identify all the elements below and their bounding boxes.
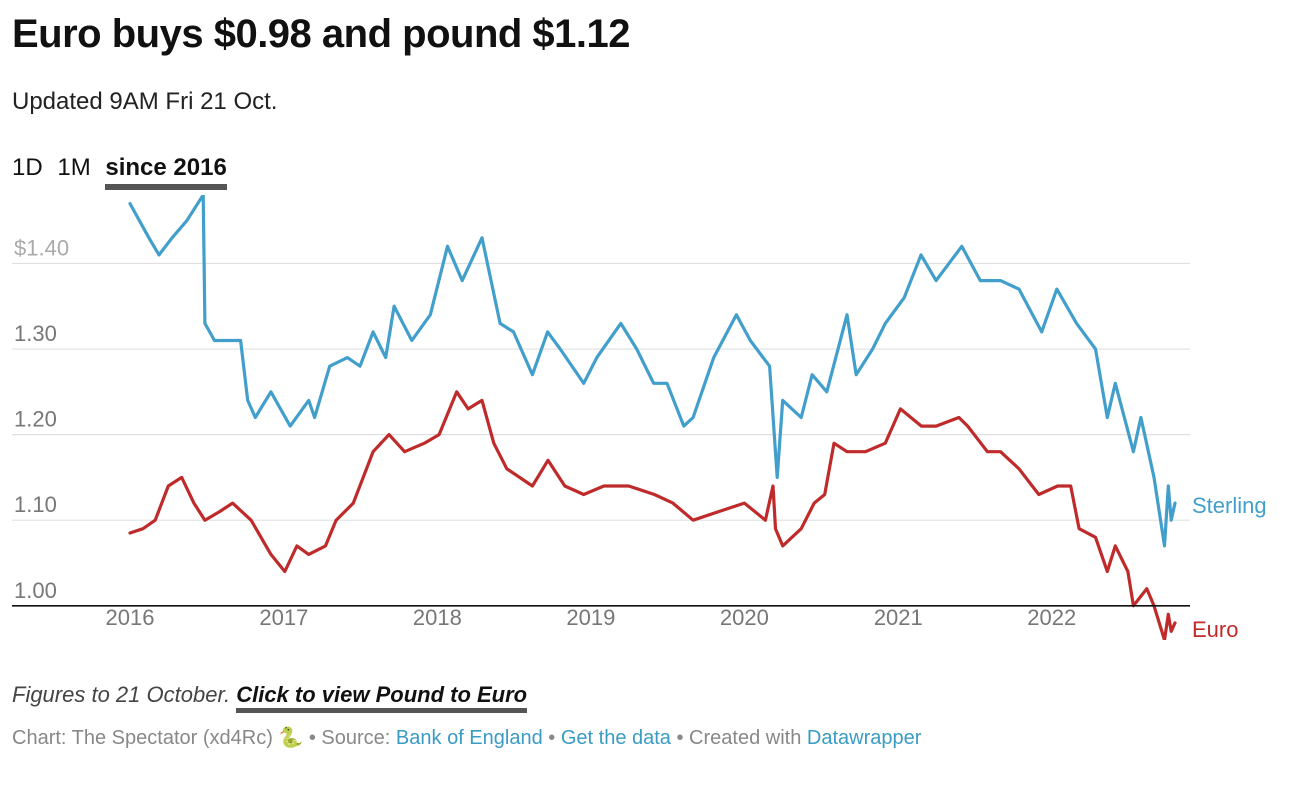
x-tick-label: 2019 [566,605,615,630]
series-lines [128,195,1177,640]
credit-separator: • [548,727,556,749]
chart-subtitle: Updated 9AM Fri 21 Oct. [12,88,278,115]
series-label-sterling: Sterling [1192,493,1267,518]
y-tick-label: 1.30 [14,321,57,346]
pound-to-euro-link[interactable]: Click to view Pound to Euro [236,682,528,713]
gridlines [12,262,1190,521]
y-tick-label: $1.40 [14,235,69,260]
y-tick-label: 1.00 [14,578,57,603]
footnote: Figures to 21 October. Click to view Pou… [12,682,528,713]
tab-1d[interactable]: 1D [12,154,43,181]
x-tick-label: 2020 [720,605,769,630]
chart-title: Euro buys $0.98 and pound $1.12 [12,12,631,56]
x-tick-label: 2017 [259,605,308,630]
tab-1m[interactable]: 1M [57,154,91,181]
tab-since-2016[interactable]: since 2016 [105,154,227,190]
get-data-link[interactable]: Get the data [560,727,671,749]
x-tick-label: 2016 [106,605,155,630]
credits: Chart: The Spectator (xd4Rc) 🐍 • Source:… [12,725,921,750]
x-tick-label: 2022 [1027,605,1076,630]
series-line-euro [128,390,1177,640]
y-tick-label: 1.20 [14,407,57,432]
y-tick-label: 1.10 [14,492,57,517]
created-with-text: • Created with [676,727,802,749]
source-link[interactable]: Bank of England [395,727,543,749]
footnote-text: Figures to 21 October. [12,682,231,707]
line-chart: 1.001.101.201.30$1.40 2016 2017 2018 2019 20… [12,195,1267,640]
y-axis-ticks: 1.00 1.10 1.20 1.30 $1.40 [14,235,69,602]
range-tabs: 1D 1M since 2016 [12,154,235,190]
series-label-euro: Euro [1192,617,1238,640]
x-tick-label: 2021 [874,605,923,630]
datawrapper-link[interactable]: Datawrapper [806,727,922,749]
x-tick-label: 2018 [413,605,462,630]
chart-credit: Chart: The Spectator (xd4Rc) 🐍 • Source: [12,727,391,749]
series-line-sterling [128,195,1177,548]
series-labels: Sterling Euro [1192,493,1267,640]
x-axis-ticks: 2016 2017 2018 2019 2020 2021 2022 [106,605,1077,630]
